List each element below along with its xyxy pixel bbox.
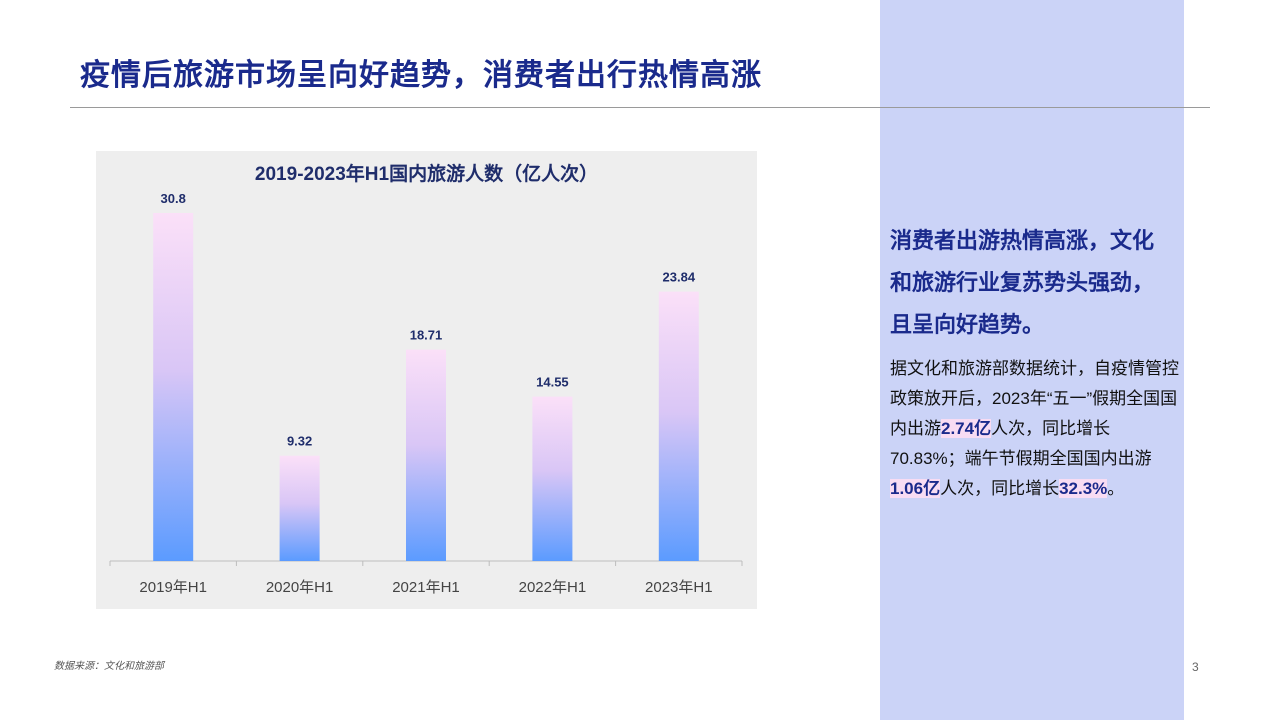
category-label-3: 2021年H1 (392, 579, 460, 596)
bar-4 (532, 396, 573, 561)
data-label-1: 30.8 (161, 191, 186, 206)
title-divider (70, 107, 1210, 108)
body-text-4: 。 (1107, 479, 1125, 498)
data-label-5: 23.84 (663, 270, 696, 285)
body-text-3: 人次，同比增长 (940, 479, 1060, 498)
body-text-1: 据文化和旅游部数据统计，自疫情管控政策放开后，2023年“五一”假期全国国内出游 (890, 359, 1179, 438)
bar-1 (153, 213, 194, 561)
sidebar-body: 据文化和旅游部数据统计，自疫情管控政策放开后，2023年“五一”假期全国国内出游… (890, 354, 1180, 504)
highlight-dragon-boat-trips: 1.06亿 (890, 479, 941, 498)
bar-2 (279, 455, 320, 561)
sidebar-headline: 消费者出游热情高涨，文化和旅游行业复苏势头强劲，且呈向好趋势。 (890, 228, 1155, 337)
bar-3 (406, 349, 446, 561)
chart-title: 2019-2023年H1国内旅游人数（亿人次） (254, 164, 599, 185)
category-label-4: 2022年H1 (519, 579, 587, 596)
slide-title: 疫情后旅游市场呈向好趋势，消费者出行热情高涨 (80, 59, 762, 92)
right-panel (880, 0, 1184, 720)
bar-chart: 2019-2023年H1国内旅游人数（亿人次） 30.8 2019年H1 9.32 2… (96, 151, 757, 609)
highlight-may-day-trips: 2.74亿 (941, 419, 992, 438)
data-label-2: 9.32 (287, 434, 312, 449)
data-label-4: 14.55 (536, 375, 569, 390)
page-number: 3 (1192, 660, 1199, 674)
category-label-2: 2020年H1 (266, 579, 334, 596)
highlight-growth-rate: 32.3% (1059, 479, 1108, 498)
category-label-1: 2019年H1 (139, 579, 207, 596)
body-text-2: 人次，同比增长70.83%；端午节假期全国国内出游 (890, 419, 1152, 468)
data-source-note: 数据来源：文化和旅游部 (54, 661, 164, 672)
category-label-5: 2023年H1 (645, 579, 713, 596)
data-label-3: 18.71 (410, 328, 443, 343)
chart-svg: 30.8 2019年H1 9.32 2020年H1 18.71 2021年H1 14.55 2… (109, 191, 743, 596)
bar-5 (658, 291, 699, 561)
